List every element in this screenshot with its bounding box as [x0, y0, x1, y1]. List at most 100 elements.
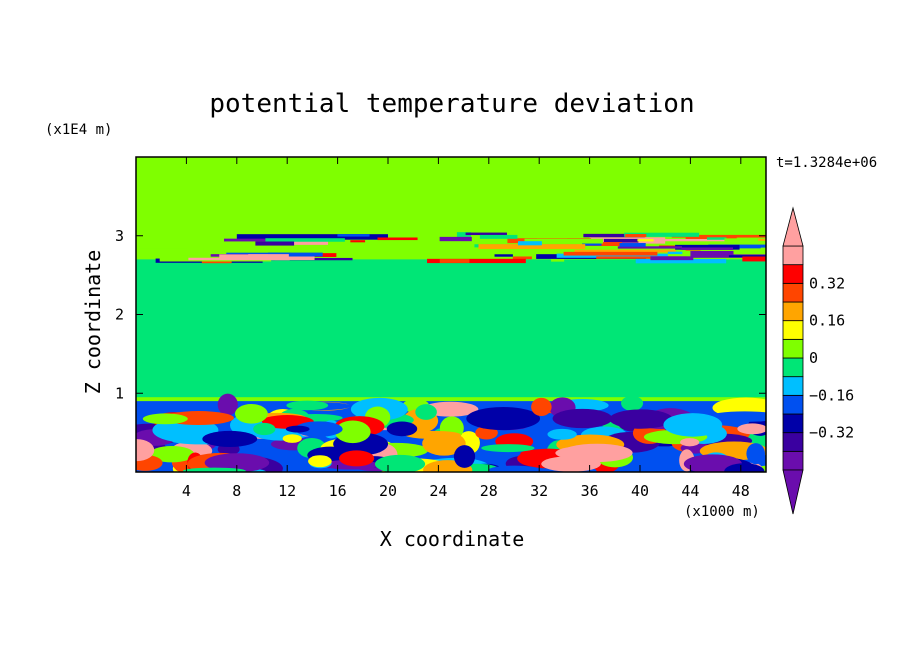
field-streak [603, 238, 639, 243]
field-streak [517, 241, 542, 246]
field-blob [182, 467, 246, 472]
field-streak [189, 247, 204, 253]
x-tick-label: 32 [530, 482, 548, 500]
field-streak [479, 234, 518, 239]
field-streak [512, 256, 532, 260]
colorbar-swatch [782, 376, 804, 396]
field-streak [377, 237, 418, 241]
field-blob [724, 463, 765, 472]
field-streak [248, 254, 289, 259]
colorbar-swatch [782, 357, 804, 378]
x-tick-label: 4 [182, 482, 191, 500]
colorbar-swatch [782, 320, 804, 340]
region-upper-band-purple [690, 247, 766, 258]
field-streak [274, 256, 315, 261]
field-blob [202, 430, 258, 448]
x-tick-label: 36 [581, 482, 599, 500]
field-streak [556, 253, 668, 258]
field-streak [456, 232, 472, 237]
field-blob [708, 411, 766, 422]
field-streak [625, 234, 647, 238]
field-blob [253, 422, 276, 436]
colorbar-label: −0.32 [809, 424, 854, 442]
colorbar-label: −0.16 [809, 386, 854, 404]
field-blob [453, 445, 476, 468]
colorbar: 0.32 0.16 0 −0.16 −0.32 [782, 206, 854, 515]
field-blob [294, 421, 343, 437]
x-tick-label: 12 [278, 482, 296, 500]
field-streak [583, 233, 645, 238]
field-streak [439, 236, 472, 242]
y-axis: 1 2 3 [115, 227, 766, 402]
field-streak [465, 232, 507, 236]
colorbar-swatch [782, 245, 804, 266]
field-streak [635, 258, 727, 264]
field-blob [308, 455, 332, 468]
field-blob [422, 431, 466, 456]
field-blob [541, 456, 601, 472]
field-streak [188, 257, 290, 261]
colorbar-under-arrow [782, 469, 804, 515]
field-blob [466, 406, 540, 431]
x-tick-label: 8 [232, 482, 241, 500]
field-streak [619, 243, 646, 247]
field-blob [282, 434, 302, 443]
colorbar-label: 0 [809, 349, 818, 367]
field-blob [552, 408, 613, 429]
colorbar-swatch [782, 338, 804, 359]
field-blob [142, 413, 188, 425]
field-streak [478, 244, 586, 250]
field-streak [494, 254, 513, 257]
field-blob [609, 409, 673, 429]
field-streak [681, 247, 734, 251]
field-streak [137, 246, 188, 249]
field-streak [667, 251, 683, 255]
colorbar-swatch [782, 282, 804, 303]
field-streak [563, 251, 658, 256]
colorbar-over-arrow [782, 206, 804, 247]
field-blob [136, 439, 155, 462]
field-blob [339, 450, 375, 467]
y-unit-label: (x1E4 m) [45, 122, 112, 138]
x-tick-label: 16 [329, 482, 347, 500]
field-blob [415, 404, 437, 420]
chart-title: potential temperature deviation [209, 89, 694, 119]
field-streak [180, 253, 209, 256]
field-streak [427, 258, 526, 264]
x-tick-label: 24 [429, 482, 447, 500]
field-streak [637, 239, 654, 242]
field-streak [742, 256, 766, 262]
field-streak [585, 242, 622, 247]
field-blob [286, 400, 329, 411]
field-streak [617, 246, 682, 249]
field-blob [386, 421, 418, 437]
region-upper-band-blue [236, 234, 388, 240]
field-streak [439, 259, 470, 263]
field-streak [758, 238, 766, 241]
x-tick-label: 20 [379, 482, 397, 500]
field-streak [582, 243, 602, 246]
region-mid-green [136, 259, 766, 398]
field-streak [337, 234, 370, 237]
x-axis-label: X coordinate [380, 527, 525, 551]
time-label: t=1.3284e+06 [776, 155, 877, 171]
x-unit-label: (x1000 m) [684, 504, 760, 520]
region-upper-neutral [136, 157, 766, 213]
colorbar-swatch [782, 413, 804, 434]
y-tick-label: 3 [115, 227, 124, 245]
colorbar-swatch [782, 394, 804, 415]
colorbar-swatch [782, 264, 804, 284]
field-streak [645, 238, 751, 242]
field-streak [551, 257, 565, 262]
field-streak [760, 247, 766, 253]
field-streak [706, 237, 727, 240]
colorbar-label: 0.32 [809, 274, 845, 292]
colorbar-swatch [782, 301, 804, 322]
field-streak [224, 238, 272, 242]
plot-area [135, 156, 767, 473]
field-blob [547, 428, 577, 440]
x-tick-label: 48 [732, 482, 750, 500]
field-blob [234, 404, 268, 424]
field-blob [149, 446, 195, 463]
field-streak [292, 241, 329, 245]
